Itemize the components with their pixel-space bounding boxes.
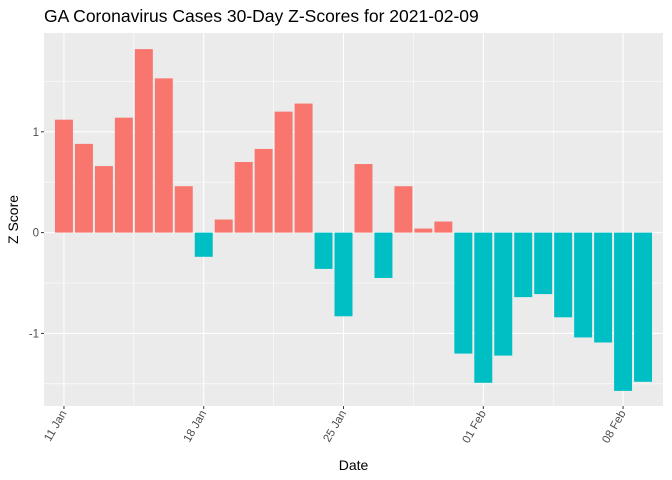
bar [334,232,353,317]
bar [454,232,473,354]
bar [634,232,653,382]
chart-title: GA Coronavirus Cases 30-Day Z-Scores for… [44,6,479,26]
bar [394,186,413,233]
x-tick-label: 18 Jan [182,409,210,445]
bar [214,219,233,233]
bar [474,232,493,383]
x-axis-title: Date [339,457,369,473]
bar [554,232,573,318]
x-tick-label: 08 Feb [600,409,628,446]
bar [274,111,293,233]
bar [54,119,73,233]
bar [254,148,273,233]
y-axis-title: Z Score [5,195,21,244]
bar [354,164,373,233]
bar [614,232,633,391]
bar [314,232,333,269]
bar [514,232,533,298]
bar [94,166,113,233]
y-tick-label: -1 [29,328,39,340]
y-tick-label: 1 [33,127,39,139]
y-axis: -1 0 1 [29,127,44,340]
bar [434,221,453,233]
bar [134,49,153,233]
x-tick-label: 11 Jan [42,409,69,444]
bar [594,232,613,343]
y-tick-label: 0 [33,228,39,240]
bar [294,103,313,233]
bar [414,228,433,233]
bar [154,78,173,233]
bar [574,232,593,338]
bar [234,162,253,233]
bar [194,232,213,257]
bars [54,49,653,391]
bar [374,232,393,278]
x-axis: 11 Jan 18 Jan 25 Jan 01 Feb 08 Feb [42,406,629,446]
x-tick-label: 25 Jan [321,409,349,445]
bar [74,143,93,233]
bar [174,186,193,233]
bar [494,232,513,356]
x-tick-label: 01 Feb [461,408,489,445]
bar [534,232,553,295]
bar [114,117,133,233]
